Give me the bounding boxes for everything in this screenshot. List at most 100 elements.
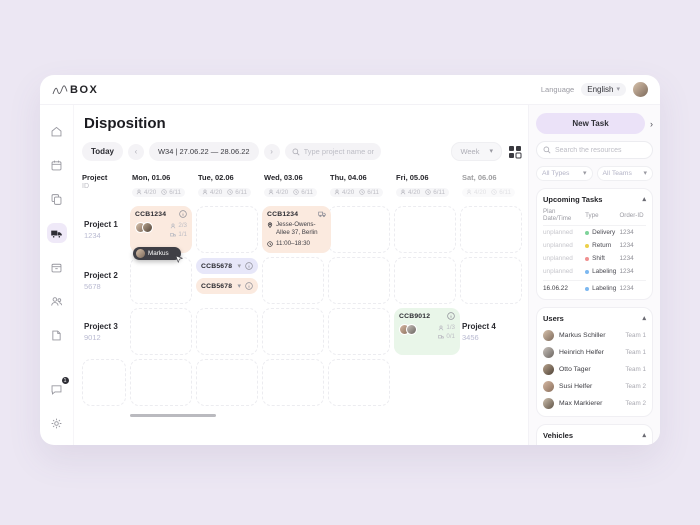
chevron-down-icon[interactable]: ▾ (237, 262, 241, 270)
prev-week-button[interactable]: ‹ (127, 143, 144, 160)
today-button[interactable]: Today (82, 142, 123, 161)
user-row[interactable]: Heinrich Helfer Team 1 (543, 344, 646, 361)
person-icon (136, 189, 142, 195)
grid-cell[interactable] (328, 308, 390, 355)
language-select[interactable]: English ▾ (581, 83, 626, 96)
chevron-up-icon[interactable]: ▴ (642, 432, 646, 439)
chevron-up-icon[interactable]: ▴ (642, 196, 646, 203)
task-row[interactable]: unplanned Delivery 1234 (543, 229, 634, 236)
grid-cell[interactable] (196, 308, 258, 355)
calendar-icon[interactable] (47, 155, 67, 175)
user-row[interactable]: Markus Schiller Team 1 (543, 327, 646, 344)
task-row[interactable]: unplanned Shift 1234 (543, 255, 634, 262)
task-row[interactable]: unplanned Return 1234 (543, 242, 634, 249)
user-avatar[interactable] (633, 82, 648, 97)
user-row[interactable]: Susi Helfer Team 2 (543, 378, 646, 395)
avatar (543, 398, 554, 409)
teams-filter-select[interactable]: All Teams ▾ (596, 166, 653, 181)
app-window: BOX Language English ▾ (40, 75, 660, 445)
grid-cell[interactable] (328, 257, 390, 304)
settings-gear-icon[interactable] (47, 413, 67, 433)
clock-icon (491, 189, 497, 195)
vehicle-row[interactable]: B-MB-123 Car Name #1 (543, 444, 646, 445)
project-search-input[interactable] (303, 147, 374, 156)
grid-cell[interactable] (262, 308, 324, 355)
file-icon[interactable] (47, 325, 67, 345)
day-header-fri: Fri, 05.06 4/20 6/11 (394, 171, 456, 202)
team-icon[interactable] (47, 291, 67, 311)
vehicles-card: Vehicles ▴ B-MB-123 Car Name #1 (536, 424, 653, 445)
types-filter-select[interactable]: All Types ▾ (536, 166, 593, 181)
grid-cell[interactable] (196, 359, 258, 406)
grid-cell[interactable] (130, 359, 192, 406)
view-select[interactable]: Week ▾ (451, 142, 502, 161)
event-card-ccb1234-mon[interactable]: CCB1234 2/3 1/1 Markus (130, 206, 192, 264)
grid-view-icon[interactable] (508, 145, 522, 159)
grid-cell[interactable] (394, 206, 456, 253)
grid-cell[interactable] (130, 257, 192, 304)
grid-cell[interactable] (328, 359, 390, 406)
disposition-truck-icon[interactable] (46, 223, 67, 243)
project-search[interactable] (284, 143, 381, 160)
chevron-up-icon[interactable]: ▴ (642, 315, 646, 322)
grid-cell[interactable]: CCB9012 1/3 0/1 (394, 308, 460, 355)
task-row[interactable]: unplanned Labeling 1234 (543, 268, 634, 275)
grid-cell[interactable] (130, 308, 192, 355)
grid-cell[interactable] (196, 206, 258, 253)
next-week-button[interactable]: › (263, 143, 280, 160)
info-icon[interactable] (245, 262, 253, 270)
collapse-panel-icon[interactable]: › (650, 118, 653, 129)
grid-cell[interactable]: CCB1234 Jesse-Owens-Allee 37, Berlin 11:… (262, 206, 331, 253)
type-dot (585, 269, 590, 274)
avatar (543, 381, 554, 392)
user-row[interactable]: Otto Tager Team 1 (543, 361, 646, 378)
resources-panel: New Task › All Types▾ All Teams▾ Upcomin… (528, 105, 660, 445)
home-icon[interactable] (47, 121, 67, 141)
task-row[interactable]: 16.06.22 Labeling 1234 (543, 280, 646, 295)
archive-icon[interactable] (47, 257, 67, 277)
type-dot (585, 256, 590, 261)
horizontal-scrollbar[interactable] (130, 414, 216, 417)
tasks-table-header: Plan Date/Time Type Order-ID (543, 208, 646, 226)
day-header-wed: Wed, 03.06 4/20 6/11 (262, 171, 324, 202)
grid-cell[interactable] (262, 359, 324, 406)
dragged-user-chip[interactable]: Markus (133, 247, 183, 264)
chevron-down-icon[interactable]: ▾ (237, 282, 241, 290)
clock-icon (293, 189, 299, 195)
page-title: Disposition (84, 115, 166, 132)
person-icon (466, 189, 472, 195)
clock-icon (227, 189, 233, 195)
grid-cell[interactable] (394, 257, 456, 304)
event-card-ccb1234-wed[interactable]: CCB1234 Jesse-Owens-Allee 37, Berlin 11:… (262, 206, 331, 253)
info-icon[interactable] (245, 282, 253, 290)
grid-cell[interactable]: CCB5678 ▾ CCB5678 ▾ (196, 257, 258, 304)
info-icon[interactable] (447, 312, 455, 320)
resource-search-input[interactable] (555, 146, 646, 154)
search-icon (292, 148, 300, 155)
grid-cell[interactable] (460, 206, 522, 253)
resource-search[interactable] (536, 141, 653, 159)
chevron-down-icon: ▾ (582, 170, 587, 177)
event-pill-ccb5678-b[interactable]: CCB5678 ▾ (196, 278, 258, 294)
new-task-button[interactable]: New Task (536, 113, 645, 134)
project-row-label: Project 1 1234 (84, 219, 118, 240)
clock-icon (267, 241, 273, 247)
event-pill-ccb5678-a[interactable]: CCB5678 ▾ (196, 258, 258, 274)
project-column-header: Project ID (82, 173, 108, 190)
grid-cell[interactable] (460, 257, 522, 304)
grid-cell[interactable] (328, 206, 390, 253)
vehicles-title: Vehicles (543, 431, 574, 440)
event-card-ccb9012-fri[interactable]: CCB9012 1/3 0/1 (394, 308, 460, 355)
grid-cell[interactable] (262, 257, 324, 304)
user-row[interactable]: Max Markierer Team 2 (543, 395, 646, 412)
clock-icon (359, 189, 365, 195)
project-row-label: Project 4 3456 (462, 321, 496, 342)
schedule-grid: Project ID Mon, 01.06 4/20 6/11 Tue, 02.0… (82, 171, 522, 406)
avatar (543, 364, 554, 375)
chat-icon[interactable]: 1 (47, 377, 69, 399)
grid-cell[interactable] (82, 359, 126, 406)
copy-icon[interactable] (47, 189, 67, 209)
info-icon[interactable] (179, 210, 187, 218)
grid-cell[interactable]: CCB1234 2/3 1/1 Markus (130, 206, 192, 264)
avatar (136, 249, 145, 258)
